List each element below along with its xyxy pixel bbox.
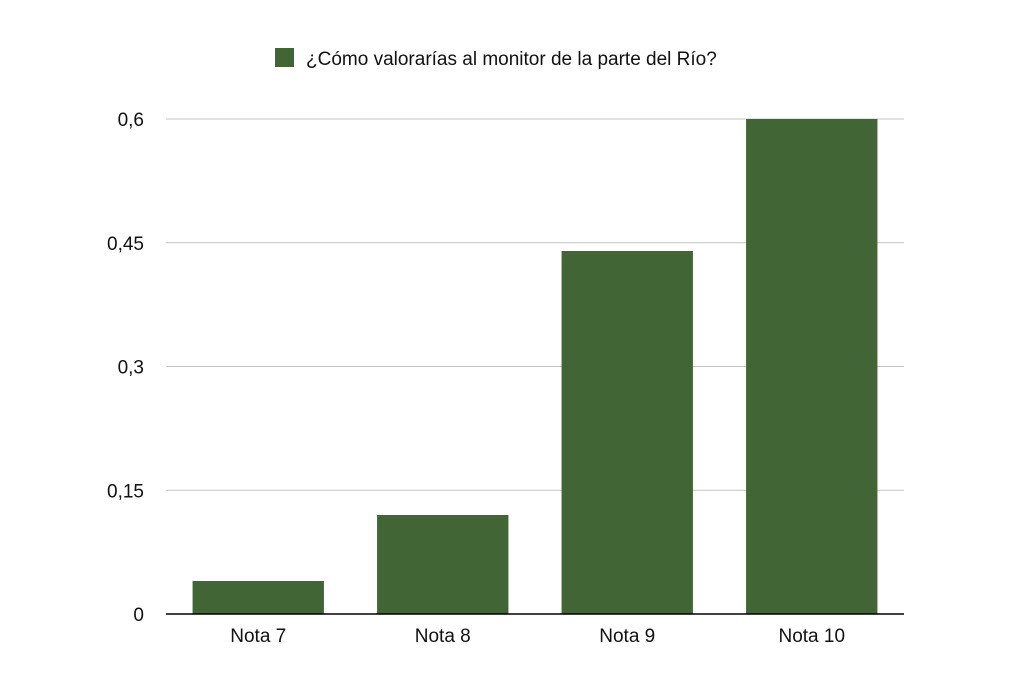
y-tick-label: 0,15	[107, 481, 144, 502]
x-tick-label: Nota 7	[230, 626, 286, 647]
legend-label: ¿Cómo valorarías al monitor de la parte …	[306, 49, 717, 70]
bar-nota-8	[377, 515, 509, 614]
bars	[192, 119, 878, 614]
legend: ¿Cómo valorarías al monitor de la parte …	[275, 48, 717, 70]
x-axis-tick-labels: Nota 7 Nota 8 Nota 9 Nota 10	[230, 626, 845, 647]
bar-nota-10	[746, 119, 878, 614]
x-tick-label: Nota 8	[415, 626, 471, 647]
legend-swatch	[275, 48, 294, 67]
x-tick-label: Nota 10	[778, 626, 845, 647]
y-axis-tick-labels: 0 0,15 0,3 0,45 0,6	[107, 110, 144, 626]
bar-nota-7	[192, 581, 324, 614]
y-tick-label: 0,45	[107, 234, 144, 255]
y-tick-label: 0	[133, 605, 144, 626]
x-tick-label: Nota 9	[599, 626, 655, 647]
bar-nota-9	[561, 251, 693, 614]
y-tick-label: 0,3	[118, 358, 144, 379]
y-tick-label: 0,6	[118, 110, 144, 131]
